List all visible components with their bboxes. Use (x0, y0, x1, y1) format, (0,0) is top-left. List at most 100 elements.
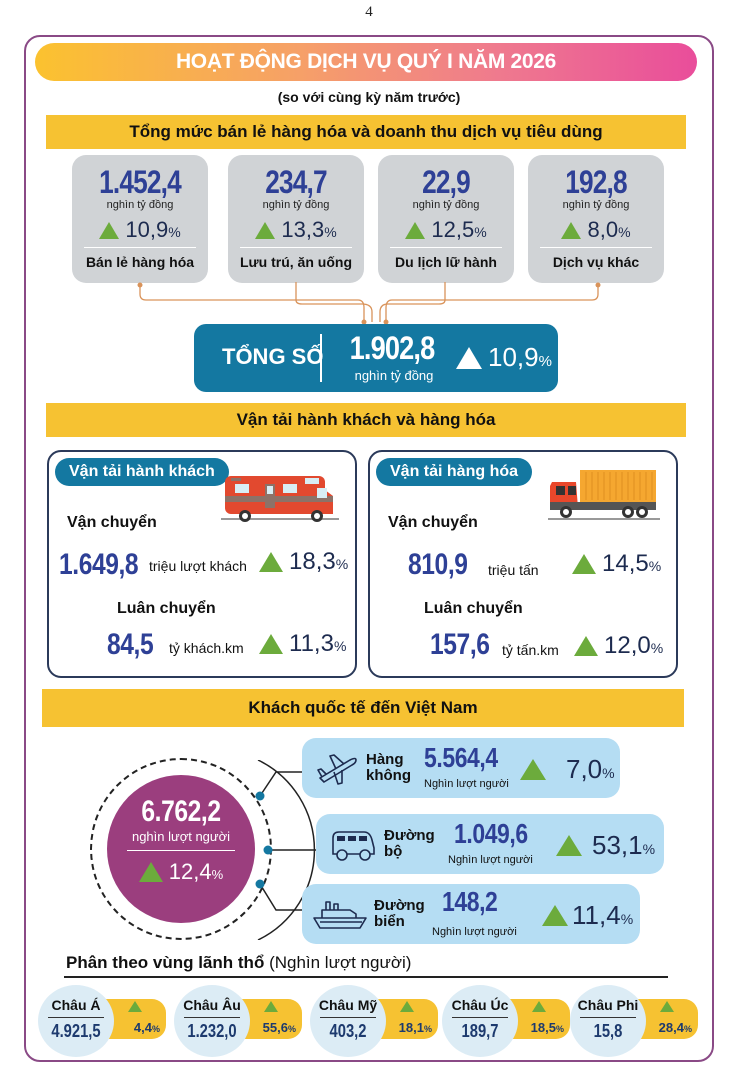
passenger-carried-value: 1.649,8 (59, 548, 139, 581)
up-arrow-icon (456, 346, 482, 369)
percent-sign: % (333, 638, 347, 654)
content-frame (24, 35, 714, 1062)
region-bubble: Châu Mỹ 403,2 (310, 985, 386, 1057)
up-arrow-icon (660, 1001, 674, 1012)
van-icon (332, 831, 375, 861)
motorhome-icon (221, 476, 339, 522)
region-name: Châu Úc (451, 997, 509, 1013)
percent-sign: % (335, 556, 349, 572)
card-unit: nghìn tỷ đồng (562, 199, 630, 211)
region-value: 4.921,5 (51, 1021, 101, 1041)
percent-sign: % (648, 558, 662, 574)
card-unit: nghìn tỷ đồng (412, 199, 480, 211)
region-change: 4,4 (133, 1020, 152, 1035)
passenger-rotation-change: 11,3 (289, 630, 334, 657)
connector-line (295, 282, 373, 322)
region-name: Châu Phi (577, 997, 639, 1013)
mode-unit: Nghìn lượt người (448, 854, 533, 866)
regions-unit: (Nghìn lượt người) (269, 953, 412, 972)
mode-change: 7,0 (566, 754, 603, 784)
region-item-americas: 18,1% Châu Mỹ 403,2 (310, 985, 446, 1057)
total-value: 1.902,8 (349, 330, 436, 366)
retail-total-panel: TỔNG SỐ 1.902,8 nghìn tỷ đồng 10,9% (194, 324, 558, 392)
retail-section-heading: Tổng mức bán lẻ hàng hóa và doanh thu dị… (46, 115, 686, 149)
divider (127, 850, 235, 851)
percent-sign: % (642, 841, 656, 857)
mode-change: 53,1 (592, 830, 643, 860)
region-name: Châu Mỹ (318, 997, 378, 1013)
passenger-rotation-label: Luân chuyển (117, 600, 216, 617)
region-item-asia: 4,4% Châu Á 4.921,5 (38, 985, 174, 1057)
total-label: TỔNG SỐ (222, 344, 324, 369)
mode-label-line1: Đường (384, 827, 435, 844)
percent-sign: % (168, 224, 181, 240)
up-arrow-icon (259, 634, 283, 654)
visitor-mode-connectors (255, 760, 316, 940)
percent-sign: % (683, 1024, 692, 1034)
mode-value: 5.564,4 (424, 742, 498, 773)
ship-icon (313, 901, 367, 929)
divider (64, 976, 668, 978)
card-label: Lưu trú, ăn uống (239, 254, 352, 270)
card-label: Du lịch lữ hành (395, 254, 497, 270)
divider (184, 1017, 240, 1018)
percent-sign: % (474, 224, 487, 240)
card-value: 1.452,4 (99, 164, 182, 200)
region-value: 1.232,0 (187, 1021, 237, 1041)
divider (580, 1017, 636, 1018)
airplane-icon (317, 754, 357, 785)
mode-value: 1.049,6 (454, 818, 528, 849)
page-title: HOẠT ĐỘNG DỊCH VỤ QUÝ I NĂM 2026 (35, 43, 697, 81)
visitor-mode-air: Hàng không 5.564,4 Nghìn lượt người 7,0% (302, 738, 620, 798)
freight-rotation-change: 12,0 (604, 632, 651, 659)
retail-card-travel: 22,9 nghìn tỷ đồng 12,5% Du lịch lữ hành (378, 155, 514, 283)
retail-card-other-services: 192,8 nghìn tỷ đồng 8,0% Dịch vụ khác (528, 155, 664, 283)
passenger-carried-unit: triệu lượt khách (149, 558, 247, 574)
region-bubble: Châu Âu 1.232,0 (174, 985, 250, 1057)
card-change: 10,9 (125, 217, 169, 242)
divider (540, 247, 652, 248)
connector-arrows (137, 282, 601, 325)
up-arrow-icon (520, 759, 546, 780)
regions-title: Phân theo vùng lãnh thổ (Nghìn lượt ngườ… (66, 953, 411, 973)
subtitle: (so với cùng kỳ năm trước) (277, 89, 461, 105)
passenger-carried-label: Vận chuyển (67, 514, 157, 531)
connector-line (139, 285, 365, 322)
card-value: 234,7 (265, 164, 327, 200)
regions-title-text: Phân theo vùng lãnh thổ (66, 953, 265, 972)
card-unit: nghìn tỷ đồng (262, 199, 330, 211)
region-bubble: Châu Úc 189,7 (442, 985, 518, 1057)
up-arrow-icon (561, 221, 582, 239)
passenger-transport-box: Vận tải hành khách Vận chuyển 1.649,8 tr… (47, 450, 357, 678)
mode-label-line1: Hàng (366, 751, 404, 768)
divider (452, 1017, 508, 1018)
total-unit: nghìn tỷ đồng (354, 368, 434, 383)
card-label: Bán lẻ hàng hóa (85, 254, 195, 270)
percent-sign: % (151, 1024, 160, 1034)
region-value: 403,2 (329, 1021, 367, 1041)
region-bubble: Châu Á 4.921,5 (38, 985, 114, 1057)
region-item-africa: 28,4% Châu Phi 15,8 (570, 985, 706, 1057)
card-unit: nghìn tỷ đồng (106, 199, 174, 211)
page-number: 4 (365, 4, 373, 20)
region-value: 189,7 (461, 1021, 499, 1041)
region-name: Châu Á (51, 997, 101, 1013)
up-arrow-icon (264, 1001, 278, 1012)
freight-carried-label: Vận chuyển (388, 514, 478, 531)
divider (320, 334, 322, 382)
visitor-mode-sea: Đường biển 148,2 Nghìn lượt người 11,4% (302, 884, 640, 944)
up-arrow-icon (542, 905, 568, 926)
divider (320, 1017, 376, 1018)
region-change: 18,1 (398, 1020, 424, 1035)
card-value: 192,8 (565, 164, 627, 200)
percent-sign: % (602, 765, 615, 781)
mode-unit: Nghìn lượt người (424, 778, 509, 790)
divider (84, 247, 196, 248)
percent-sign: % (324, 224, 337, 240)
card-label: Dịch vụ khác (552, 254, 640, 270)
freight-carried-value: 810,9 (408, 548, 468, 581)
divider (240, 247, 352, 248)
percent-sign: % (538, 353, 552, 370)
percent-sign: % (620, 911, 634, 927)
visitors-total-value: 6.762,2 (141, 795, 221, 828)
